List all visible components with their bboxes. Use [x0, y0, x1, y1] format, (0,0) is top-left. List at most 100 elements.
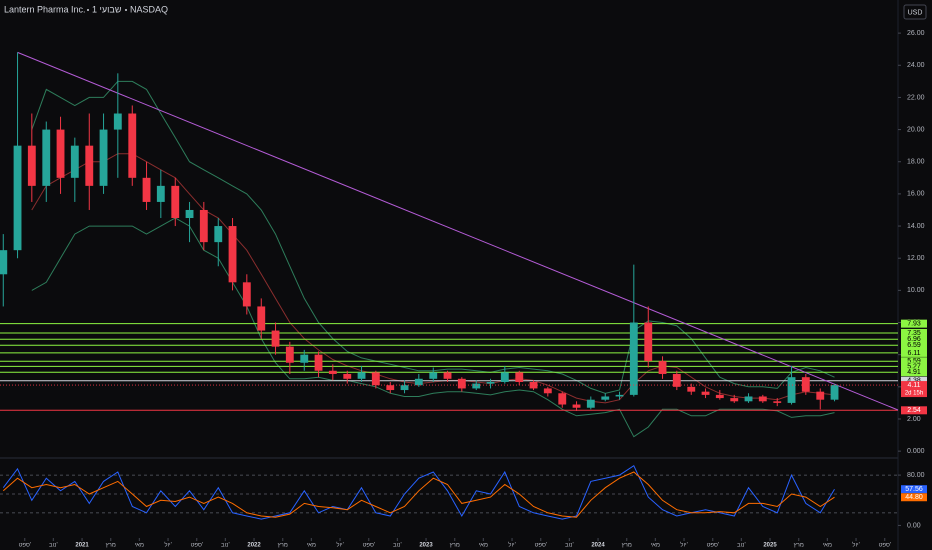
level-label-bg: [901, 335, 927, 344]
x-tick-label: מרץ: [278, 543, 288, 549]
candle-body: [672, 373, 681, 387]
x-tick-label: נוב': [393, 543, 402, 549]
support-line-label: 2.54: [907, 407, 921, 414]
separator-dot: [125, 9, 127, 11]
candle-body: [529, 382, 538, 389]
candle-body: [801, 377, 810, 392]
candle-body: [357, 372, 366, 379]
candle-body: [128, 113, 137, 178]
band-lower: [31, 217, 835, 438]
candle-body: [85, 145, 94, 186]
candle-body: [400, 385, 409, 391]
candle-body: [629, 322, 638, 395]
candle-body: [701, 391, 710, 395]
level-label: 6.59: [907, 342, 921, 349]
candle-body: [214, 226, 223, 243]
x-tick-label: נוב': [565, 543, 574, 549]
currency-button[interactable]: [903, 4, 927, 20]
candle-body: [343, 373, 352, 379]
candle-body: [687, 386, 696, 392]
osc-tick-label: 80.00: [907, 472, 925, 479]
x-tick-label: ספט': [18, 543, 31, 549]
x-tick-label: ספט': [362, 543, 375, 549]
chart-title: Lantern Pharma Inc.: [4, 4, 86, 14]
candle-body: [328, 370, 337, 374]
level-label-bg: [901, 319, 927, 328]
candle-body: [572, 404, 581, 408]
candle-body: [558, 393, 567, 405]
x-tick-label: ספט': [190, 543, 203, 549]
level-label: 7.93: [907, 320, 921, 327]
trendline: [17, 51, 899, 411]
osc-value-label: 44.80: [905, 494, 923, 501]
level-label-bg: [901, 348, 927, 357]
candle-body: [457, 378, 466, 389]
candle-body: [0, 250, 8, 275]
x-tick-label: מאי: [823, 543, 832, 549]
candle-body: [443, 372, 452, 379]
candle-body: [271, 330, 280, 347]
x-tick-label: ספט': [534, 543, 547, 549]
level-label-bg: [901, 341, 927, 350]
pivot-line-label-bg: [901, 376, 927, 385]
candle-body: [500, 372, 509, 383]
y-tick-label: 18.00: [907, 159, 925, 166]
y-tick-label: 16.00: [907, 191, 925, 198]
candle-body: [314, 354, 323, 371]
x-tick-label: ספט': [706, 543, 719, 549]
candle-body: [744, 396, 753, 402]
candle-body: [715, 394, 724, 399]
level-label-bg: [901, 362, 927, 371]
x-tick-label: יול': [680, 541, 687, 549]
x-tick-label: מרץ: [794, 543, 804, 549]
candle-body: [644, 322, 653, 362]
x-tick-label: מרץ: [450, 543, 460, 549]
candle-body: [658, 361, 667, 374]
x-tick-label: מאי: [307, 543, 316, 549]
candle-body: [414, 378, 423, 386]
x-tick-label: 2022: [247, 543, 261, 549]
level-label: 5.59: [907, 358, 921, 365]
candle-body: [472, 383, 481, 389]
candle-body: [787, 377, 796, 403]
osc-value-bg: [901, 493, 927, 502]
support-line-label-bg: [901, 406, 927, 415]
x-tick-label: 2024: [591, 543, 605, 549]
candle-body: [515, 372, 524, 383]
y-tick-label: 14.00: [907, 223, 925, 230]
x-tick-label: נוב': [221, 543, 230, 549]
candle-body: [228, 226, 237, 283]
x-tick-label: מרץ: [106, 543, 116, 549]
level-label-bg: [901, 368, 927, 377]
candle-body: [70, 145, 79, 178]
level-label: 4.91: [907, 369, 921, 376]
oscillator-line: [2, 464, 835, 520]
candle-body: [429, 372, 438, 379]
exchange: NASDAQ: [130, 4, 168, 14]
y-tick-label: 0.000: [907, 448, 925, 455]
candle-body: [142, 177, 151, 202]
candle-body: [285, 346, 294, 363]
y-tick-label: 26.00: [907, 30, 925, 37]
candle-body: [586, 399, 595, 408]
candle-body: [99, 129, 108, 186]
x-tick-label: מרץ: [622, 543, 632, 549]
x-tick-label: יול': [336, 541, 343, 549]
level-label: 6.96: [907, 336, 921, 343]
currency[interactable]: USD: [908, 9, 923, 16]
x-tick-label: יול': [508, 541, 515, 549]
candle-body: [730, 398, 739, 402]
candle-body: [300, 354, 309, 363]
candle-body: [242, 282, 251, 307]
candle-body: [56, 129, 65, 178]
level-label: 5.27: [907, 363, 921, 370]
level-label: 7.35: [907, 330, 921, 337]
candle-body: [185, 209, 194, 219]
candle-body: [42, 129, 51, 186]
y-tick-label: 24.00: [907, 62, 925, 69]
x-tick-label: יול': [164, 541, 171, 549]
separator-dot: [87, 9, 89, 11]
candle-body: [543, 388, 552, 394]
